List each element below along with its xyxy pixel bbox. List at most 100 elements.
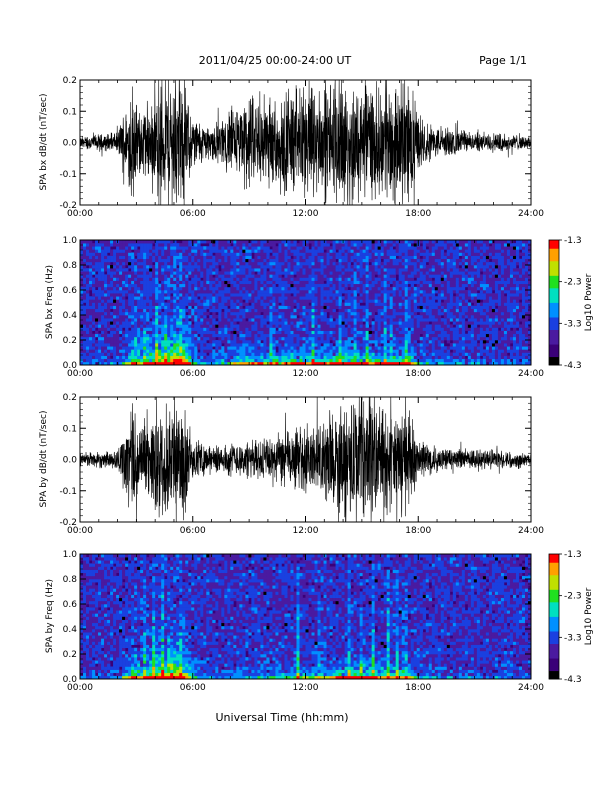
spectrogram-cell <box>113 290 117 294</box>
spectrogram-cell <box>380 274 384 278</box>
spectrogram-cell <box>431 240 436 244</box>
spectrogram-cell <box>299 246 303 250</box>
spectrogram-cell <box>92 343 96 347</box>
spectrogram-cell <box>371 286 375 291</box>
spectrogram-cell <box>410 252 415 256</box>
spectrogram-cell <box>179 261 183 266</box>
spectrogram-cell <box>314 258 318 263</box>
spectrogram-cell <box>359 349 363 353</box>
spectrogram-cell <box>392 327 396 331</box>
spectrogram-cell <box>281 299 285 303</box>
spectrogram-cell <box>374 336 378 341</box>
spectrogram-cell <box>140 252 144 256</box>
spectrogram-cell <box>92 258 96 263</box>
spectrogram-cell <box>173 324 177 328</box>
spectrogram-cell <box>155 293 159 297</box>
spectrogram-cell <box>128 308 132 313</box>
spectrogram-cell <box>302 261 306 266</box>
spectrogram-cell <box>128 305 132 310</box>
spectrogram-cell <box>98 265 102 269</box>
spectrogram-cell <box>398 265 403 269</box>
spectrogram-cell <box>347 305 351 310</box>
spectrogram-cell <box>305 258 309 263</box>
spectrogram-cell <box>452 336 457 341</box>
spectrogram-cell <box>125 330 129 335</box>
spectrogram-cell <box>341 321 345 325</box>
spectrogram-cell <box>155 327 159 331</box>
spectrogram-cell <box>380 255 384 260</box>
spectrogram-cell <box>371 308 375 313</box>
spectrogram-cell <box>266 346 270 350</box>
spectrogram-cell <box>338 277 342 281</box>
spectrogram-cell <box>380 305 384 310</box>
spectrogram-cell <box>137 280 141 285</box>
spectrogram-cell <box>251 274 255 278</box>
spectrogram-cell <box>92 299 96 303</box>
spectrogram-cell <box>272 286 276 291</box>
spectrogram-cell <box>347 296 351 300</box>
spectrogram-cell <box>227 302 231 306</box>
spectrogram-cell <box>209 321 213 325</box>
spectrogram-cell <box>338 349 342 353</box>
spectrogram-cell <box>158 243 162 247</box>
spectrogram-cell <box>416 252 421 256</box>
spectrogram-cell <box>137 255 141 260</box>
spectrogram-cell <box>125 336 129 341</box>
spectrogram-cell <box>338 249 342 253</box>
spectrogram-cell <box>170 361 174 366</box>
spectrogram-cell <box>446 274 451 278</box>
spectrogram-cell <box>353 352 357 356</box>
spectrogram-cell <box>176 277 180 281</box>
spectrogram-cell <box>443 252 448 256</box>
spectrogram-cell <box>89 355 93 360</box>
spectrogram-cell <box>224 293 228 297</box>
spectrogram-cell <box>353 290 357 294</box>
spectrogram-cell <box>335 318 339 322</box>
spectrogram-cell <box>266 293 270 297</box>
spectrogram-cell <box>200 274 204 278</box>
spectrogram-cell <box>446 283 451 288</box>
spectrogram-cell <box>422 277 427 281</box>
spectrogram-cell <box>137 311 141 316</box>
spectrogram-cell <box>128 258 132 263</box>
spectrogram-cell <box>359 240 363 244</box>
spectrogram-cell <box>158 327 162 331</box>
spectrogram-cell <box>194 361 198 366</box>
spectrogram-cell <box>428 355 433 360</box>
spectrogram-cell <box>101 255 105 260</box>
spectrogram-cell <box>275 246 279 250</box>
spectrogram-cell <box>401 283 406 288</box>
spectrogram-cell <box>347 318 351 322</box>
spectrogram-cell <box>389 296 393 300</box>
spectrogram-cell <box>131 296 135 300</box>
spectrogram-cell <box>443 296 448 300</box>
spectrogram-cell <box>194 286 198 291</box>
spectrogram-cell <box>161 252 165 256</box>
spectrogram-cell <box>170 324 174 328</box>
spectrogram-cell <box>398 355 403 360</box>
spectrogram-cell <box>254 311 258 316</box>
spectrogram-cell <box>332 280 336 285</box>
spectrogram-cell <box>242 327 246 331</box>
spectrogram-cell <box>314 283 318 288</box>
spectrogram-cell <box>368 358 372 363</box>
spectrogram-cell <box>407 258 412 263</box>
spectrogram-cell <box>263 252 267 256</box>
spectrogram-cell <box>446 305 451 310</box>
spectrogram-cell <box>251 246 255 250</box>
spectrogram-cell <box>188 302 192 306</box>
spectrogram-cell <box>203 293 207 297</box>
spectrogram-cell <box>167 299 171 303</box>
spectrogram-cell <box>236 330 240 335</box>
spectrogram-cell <box>392 258 396 263</box>
spectrogram-cell <box>272 333 276 338</box>
spectrogram-cell <box>254 343 258 347</box>
spectrogram-cell <box>239 274 243 278</box>
spectrogram-cell <box>368 321 372 325</box>
spectrogram-cell <box>176 290 180 294</box>
spectrogram-cell <box>299 268 303 272</box>
spectrogram-cell <box>221 249 225 253</box>
spectrogram-cell <box>134 327 138 331</box>
spectrogram-cell <box>146 268 150 272</box>
spectrogram-cell <box>407 361 412 366</box>
